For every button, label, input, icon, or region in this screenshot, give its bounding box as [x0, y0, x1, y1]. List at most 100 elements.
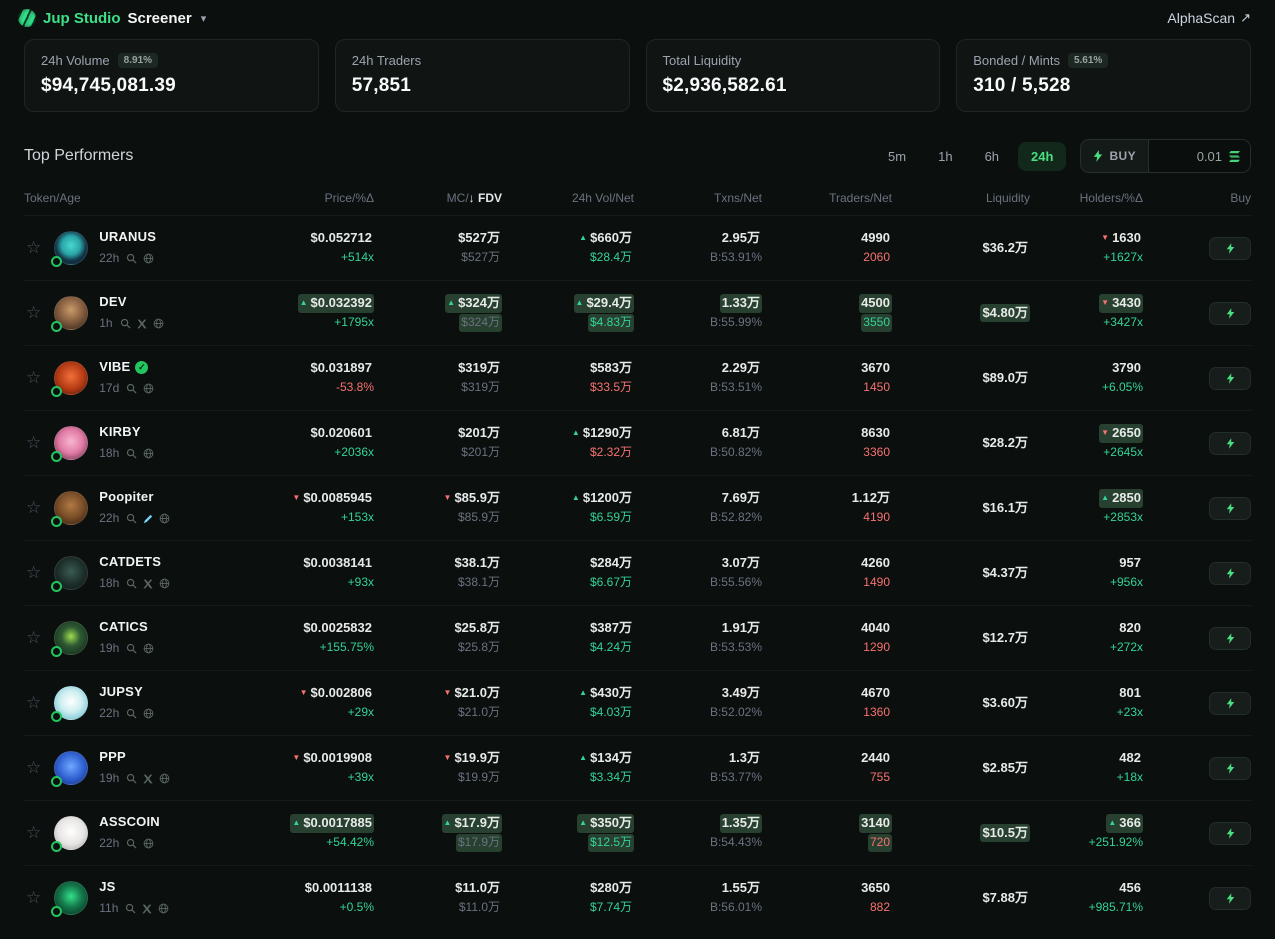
buy-button[interactable] — [1209, 496, 1251, 520]
buy-button[interactable] — [1209, 236, 1251, 260]
search-icon[interactable] — [126, 838, 137, 849]
x-icon[interactable] — [143, 579, 153, 589]
favorite-star-icon[interactable]: ☆ — [26, 692, 42, 712]
quick-buy-button[interactable]: BUY — [1081, 140, 1148, 172]
lightning-icon — [1226, 242, 1235, 254]
traders-net: 3550 — [863, 315, 890, 330]
table-row[interactable]: ☆ JS 11h $0.0011138 +0.5% $11.0万 — [24, 865, 1251, 930]
table-row[interactable]: ☆ ASSCOIN 22h ▲ $0.0017885 +54.42% ▲ $17 — [24, 800, 1251, 865]
buy-button[interactable] — [1209, 821, 1251, 845]
table-row[interactable]: ☆ CATDETS 18h $0.0038141 +93x $38.1万 — [24, 540, 1251, 605]
buy-button[interactable] — [1209, 756, 1251, 780]
buy-button[interactable] — [1209, 301, 1251, 325]
globe-icon[interactable] — [158, 903, 169, 914]
col-liquidity[interactable]: Liquidity — [985, 191, 1030, 205]
bonding-status-dot-icon — [51, 515, 63, 527]
chevron-down-icon[interactable]: ▾ — [200, 12, 207, 25]
globe-icon[interactable] — [143, 643, 154, 654]
favorite-star-icon[interactable]: ☆ — [26, 757, 42, 777]
token-avatar[interactable] — [51, 620, 89, 657]
col-price[interactable]: Price/%Δ — [324, 191, 374, 205]
globe-icon[interactable] — [143, 838, 154, 849]
col-holders[interactable]: Holders/%Δ — [1079, 191, 1143, 205]
table-row[interactable]: ☆ VIBE ✓ 17d $0.031897 -53.8% $319万 — [24, 345, 1251, 410]
favorite-star-icon[interactable]: ☆ — [26, 432, 42, 452]
col-mc-fdv[interactable]: MC/↓ FDV — [446, 191, 502, 205]
buy-button[interactable] — [1209, 561, 1251, 585]
globe-icon[interactable] — [143, 383, 154, 394]
table-row[interactable]: ☆ KIRBY 18h $0.020601 +2036x $201万 — [24, 410, 1251, 475]
search-icon[interactable] — [126, 773, 137, 784]
holders-value: 3430 — [1112, 295, 1141, 311]
favorite-star-icon[interactable]: ☆ — [26, 562, 42, 582]
table-row[interactable]: ☆ CATICS 19h $0.0025832 +155.75% $25.8 — [24, 605, 1251, 670]
timeframe-24h[interactable]: 24h — [1018, 141, 1067, 171]
favorite-star-icon[interactable]: ☆ — [26, 367, 42, 387]
mc-cell: ▲ $17.9万 $17.9万 — [374, 814, 502, 852]
token-avatar[interactable] — [51, 815, 89, 852]
buy-amount-input[interactable] — [1158, 148, 1222, 164]
search-icon[interactable] — [126, 448, 137, 459]
timeframe-6h[interactable]: 6h — [972, 142, 1012, 171]
favorite-star-icon[interactable]: ☆ — [26, 497, 42, 517]
vol-value: $350万 — [590, 815, 632, 831]
fdv-value: $85.9万 — [457, 510, 500, 525]
token-avatar[interactable] — [51, 295, 89, 332]
table-row[interactable]: ☆ DEV 1h ▲ $0.032392 +1795x ▲ $324万 — [24, 280, 1251, 345]
price-cell: $0.0038141 +93x — [262, 554, 374, 591]
col-vol-net[interactable]: 24h Vol/Net — [571, 191, 634, 205]
globe-icon[interactable] — [143, 448, 154, 459]
search-icon[interactable] — [126, 513, 137, 524]
token-avatar[interactable] — [51, 555, 89, 592]
search-icon[interactable] — [126, 708, 137, 719]
globe-icon[interactable] — [159, 578, 170, 589]
search-icon[interactable] — [126, 383, 137, 394]
token-avatar[interactable] — [51, 880, 89, 917]
globe-icon[interactable] — [153, 318, 164, 329]
favorite-star-icon[interactable]: ☆ — [26, 627, 42, 647]
table-row[interactable]: ☆ Poopiter 22h ▼ $0.0085945 +153x ▼ $85. — [24, 475, 1251, 540]
token-avatar[interactable] — [51, 230, 89, 267]
app-brand[interactable]: Jup Studio Screener ▾ — [18, 9, 206, 27]
token-avatar[interactable] — [51, 360, 89, 397]
sort-arrow-icon: ↓ — [468, 191, 475, 205]
table-row[interactable]: ☆ URANUS 22h $0.052712 +514x $527万 — [24, 215, 1251, 280]
buy-button[interactable] — [1209, 431, 1251, 455]
alphascan-link[interactable]: AlphaScan ↗ — [1167, 10, 1251, 26]
col-txns-net[interactable]: Txns/Net — [713, 191, 762, 205]
search-icon[interactable] — [126, 253, 137, 264]
token-avatar[interactable] — [51, 425, 89, 462]
token-avatar[interactable] — [51, 490, 89, 527]
search-icon[interactable] — [126, 643, 137, 654]
globe-icon[interactable] — [143, 253, 154, 264]
search-icon[interactable] — [126, 578, 137, 589]
buy-button[interactable] — [1209, 366, 1251, 390]
search-icon[interactable] — [125, 903, 136, 914]
vol-net: $6.59万 — [589, 510, 632, 525]
globe-icon[interactable] — [159, 513, 170, 524]
favorite-star-icon[interactable]: ☆ — [26, 887, 42, 907]
favorite-star-icon[interactable]: ☆ — [26, 302, 42, 322]
globe-icon[interactable] — [143, 708, 154, 719]
table-row[interactable]: ☆ JUPSY 22h ▼ $0.002806 +29x ▼ $21.0万 — [24, 670, 1251, 735]
token-avatar[interactable] — [51, 750, 89, 787]
col-token-age[interactable]: Token/Age — [24, 191, 81, 205]
pencil-icon[interactable] — [143, 514, 153, 524]
favorite-star-icon[interactable]: ☆ — [26, 237, 42, 257]
table-row[interactable]: ☆ PPP 19h ▼ $0.0019908 +39x ▼ $19.9万 — [24, 735, 1251, 800]
timeframe-5m[interactable]: 5m — [875, 142, 919, 171]
x-icon[interactable] — [142, 904, 152, 914]
x-icon[interactable] — [136, 319, 147, 329]
buy-button[interactable] — [1209, 626, 1251, 650]
holders-change: +18x — [1116, 770, 1143, 785]
timeframe-1h[interactable]: 1h — [925, 142, 965, 171]
buy-button[interactable] — [1209, 691, 1251, 715]
col-traders-net[interactable]: Traders/Net — [829, 191, 892, 205]
token-avatar[interactable] — [51, 685, 89, 722]
search-icon[interactable] — [120, 318, 131, 329]
buy-button[interactable] — [1209, 886, 1251, 910]
favorite-star-icon[interactable]: ☆ — [26, 822, 42, 842]
x-icon[interactable] — [143, 774, 153, 784]
token-age: 1h — [99, 316, 113, 331]
globe-icon[interactable] — [159, 773, 170, 784]
